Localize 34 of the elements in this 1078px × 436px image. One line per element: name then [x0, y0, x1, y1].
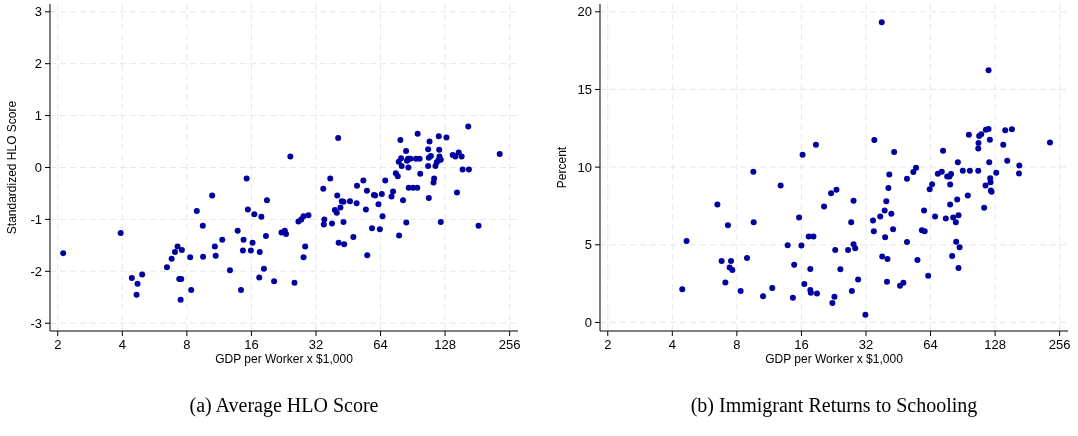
y-axis-title: Standardized HLO Score	[5, 100, 19, 235]
y-axis-title: Percent	[555, 146, 569, 189]
y-tick-label: 3	[34, 4, 42, 20]
x-tick-label: 4	[668, 337, 676, 352]
y-tick-label: -2	[30, 263, 42, 279]
y-tick-label: 0	[584, 314, 592, 330]
y-tick-label: -3	[30, 315, 42, 331]
x-tick-label: 8	[183, 337, 191, 352]
x-tick-label: 256	[1048, 337, 1071, 352]
x-tick-label: 2	[54, 337, 62, 352]
text: (a) Average HLO Score	[189, 394, 379, 417]
y-tick-label: 20	[577, 4, 592, 20]
y-tick-label: 5	[584, 237, 592, 253]
x-tick-label: 16	[244, 337, 259, 352]
x-tick-label: 4	[118, 337, 126, 352]
x-tick-label: 128	[984, 337, 1006, 352]
x-tick-label: 8	[733, 337, 741, 352]
x-axis-title: GDP per Worker x $1,000	[765, 352, 904, 366]
x-tick-label: 128	[434, 337, 456, 352]
text: (b) Immigrant Returns to Schooling	[690, 394, 978, 417]
x-tick-label: 16	[794, 337, 809, 352]
x-tick-label: 256	[498, 337, 521, 352]
x-tick-label: 2	[604, 337, 612, 352]
x-tick-label: 64	[373, 337, 388, 352]
x-axis-title: GDP per Worker x $1,000	[215, 352, 354, 366]
y-tick-label: 10	[577, 159, 592, 175]
y-tick-label: 1	[34, 108, 42, 124]
y-tick-label: -1	[30, 211, 42, 227]
y-tick-label: 2	[34, 56, 42, 72]
x-tick-label: 64	[923, 337, 938, 352]
y-tick-label: 0	[34, 160, 42, 175]
y-tick-label: 15	[577, 81, 592, 97]
x-tick-label: 32	[858, 337, 874, 352]
x-tick-label: 32	[308, 337, 324, 352]
